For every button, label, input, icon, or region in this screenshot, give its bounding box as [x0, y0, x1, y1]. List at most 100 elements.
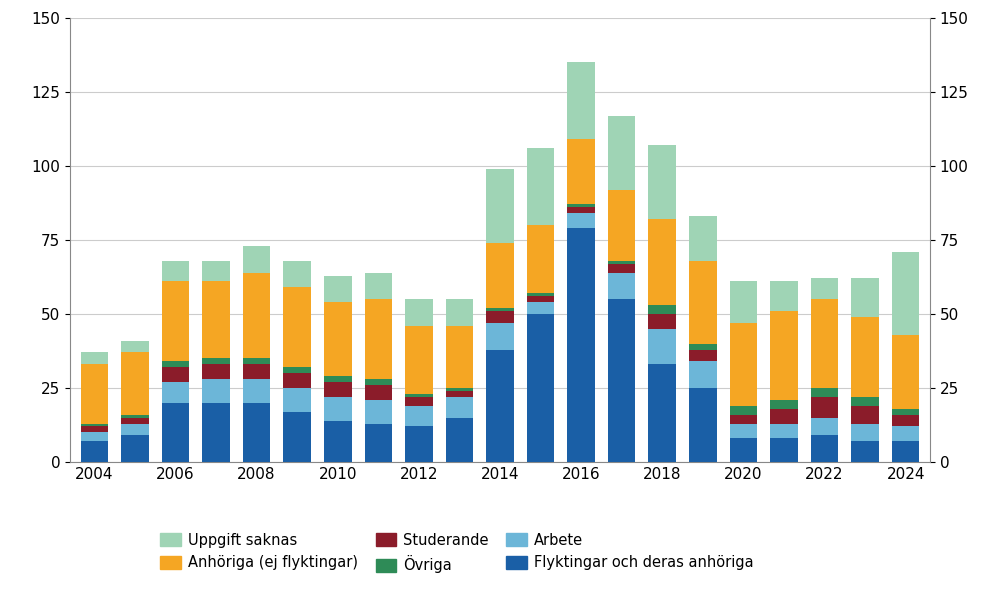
Bar: [527, 314, 554, 462]
Bar: [527, 148, 554, 225]
Bar: [365, 272, 392, 299]
Bar: [486, 308, 514, 311]
Bar: [365, 385, 392, 400]
Bar: [811, 299, 838, 388]
Bar: [567, 208, 595, 214]
Bar: [851, 317, 879, 397]
Bar: [811, 388, 838, 397]
Bar: [892, 252, 919, 335]
Bar: [648, 329, 676, 364]
Bar: [567, 214, 595, 228]
Bar: [567, 228, 595, 462]
Bar: [851, 278, 879, 317]
Bar: [365, 379, 392, 385]
Bar: [446, 418, 473, 462]
Bar: [121, 352, 149, 415]
Bar: [770, 400, 798, 409]
Bar: [648, 305, 676, 314]
Bar: [892, 409, 919, 415]
Bar: [243, 358, 270, 364]
Bar: [283, 287, 311, 367]
Bar: [202, 403, 230, 462]
Bar: [486, 350, 514, 462]
Bar: [648, 219, 676, 305]
Bar: [486, 311, 514, 323]
Bar: [405, 406, 433, 427]
Bar: [162, 403, 189, 462]
Bar: [365, 299, 392, 379]
Bar: [324, 275, 352, 302]
Bar: [811, 278, 838, 299]
Bar: [689, 361, 717, 388]
Bar: [486, 243, 514, 308]
Bar: [405, 397, 433, 406]
Bar: [243, 379, 270, 403]
Bar: [243, 364, 270, 379]
Bar: [121, 418, 149, 424]
Bar: [121, 424, 149, 436]
Bar: [730, 415, 757, 424]
Bar: [81, 433, 108, 441]
Bar: [202, 261, 230, 281]
Bar: [446, 388, 473, 391]
Bar: [608, 263, 635, 272]
Bar: [730, 406, 757, 415]
Bar: [527, 296, 554, 302]
Bar: [365, 424, 392, 462]
Bar: [608, 272, 635, 299]
Bar: [243, 403, 270, 462]
Bar: [121, 436, 149, 462]
Bar: [730, 323, 757, 406]
Bar: [81, 441, 108, 462]
Bar: [283, 388, 311, 412]
Bar: [527, 302, 554, 314]
Bar: [851, 397, 879, 406]
Bar: [811, 436, 838, 462]
Bar: [81, 352, 108, 364]
Bar: [608, 190, 635, 261]
Bar: [770, 311, 798, 400]
Bar: [689, 350, 717, 361]
Bar: [365, 400, 392, 424]
Bar: [608, 299, 635, 462]
Bar: [689, 344, 717, 350]
Bar: [202, 281, 230, 358]
Bar: [81, 427, 108, 433]
Bar: [527, 225, 554, 293]
Bar: [446, 397, 473, 418]
Bar: [283, 373, 311, 388]
Bar: [324, 376, 352, 382]
Bar: [486, 169, 514, 243]
Bar: [324, 421, 352, 462]
Bar: [405, 427, 433, 462]
Bar: [730, 281, 757, 323]
Bar: [283, 367, 311, 373]
Bar: [811, 418, 838, 436]
Bar: [446, 326, 473, 388]
Bar: [486, 323, 514, 350]
Bar: [892, 415, 919, 427]
Bar: [81, 364, 108, 424]
Bar: [892, 335, 919, 409]
Bar: [648, 314, 676, 329]
Bar: [162, 382, 189, 403]
Bar: [608, 261, 635, 263]
Bar: [730, 424, 757, 439]
Bar: [689, 388, 717, 462]
Bar: [243, 272, 270, 358]
Bar: [121, 341, 149, 352]
Bar: [567, 62, 595, 139]
Bar: [324, 397, 352, 421]
Bar: [689, 261, 717, 344]
Bar: [202, 379, 230, 403]
Bar: [202, 358, 230, 364]
Legend: Uppgift saknas, Anhöriga (ej flyktingar), Studerande, Övriga, Arbete, Flyktingar: Uppgift saknas, Anhöriga (ej flyktingar)…: [155, 527, 759, 579]
Bar: [405, 394, 433, 397]
Bar: [162, 367, 189, 382]
Bar: [567, 205, 595, 208]
Bar: [527, 293, 554, 296]
Bar: [892, 441, 919, 462]
Bar: [243, 246, 270, 272]
Bar: [851, 424, 879, 441]
Bar: [324, 302, 352, 376]
